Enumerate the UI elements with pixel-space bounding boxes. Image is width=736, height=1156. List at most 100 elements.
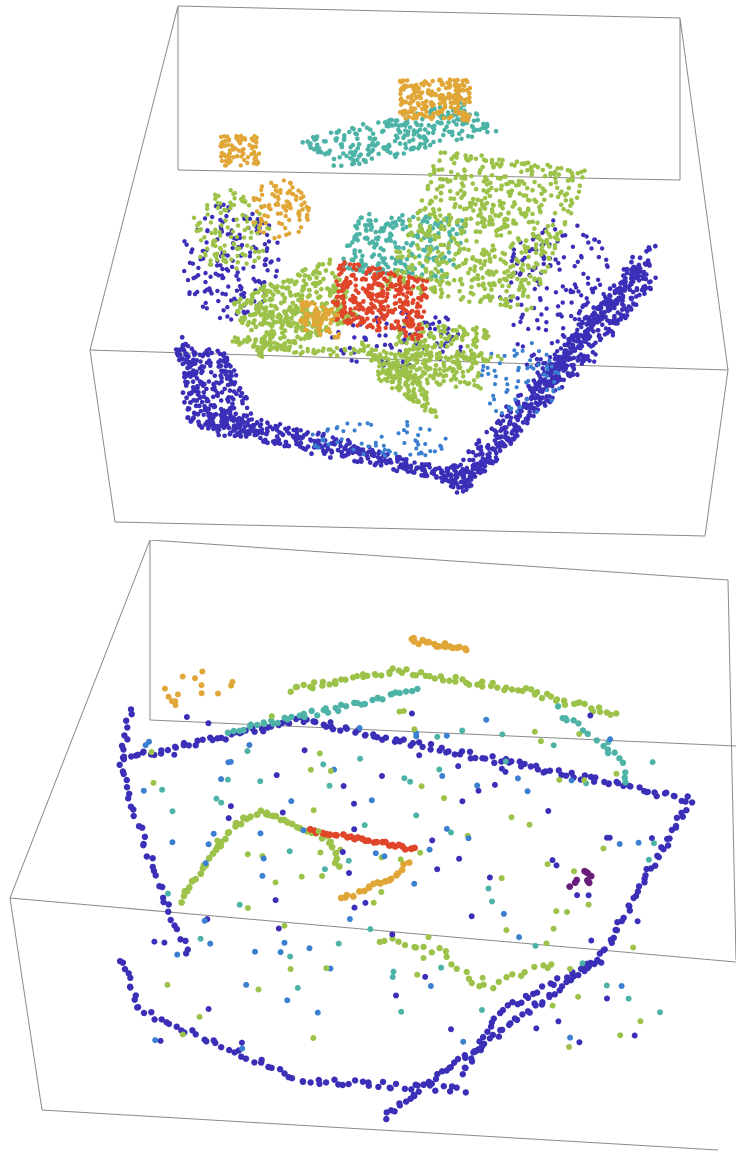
point: [329, 726, 337, 733]
point: [288, 293, 294, 298]
point: [458, 748, 466, 755]
point: [493, 128, 499, 134]
point: [221, 202, 226, 207]
point: [568, 374, 573, 379]
point: [368, 322, 373, 328]
point: [265, 440, 270, 446]
point: [351, 265, 356, 270]
point: [439, 223, 445, 228]
point: [582, 336, 587, 342]
point: [586, 240, 591, 245]
point: [573, 285, 579, 290]
point: [257, 229, 262, 234]
point: [398, 260, 404, 266]
point: [363, 159, 369, 165]
point: [231, 368, 237, 373]
point: [238, 163, 243, 168]
point: [426, 228, 432, 233]
point: [641, 879, 648, 886]
point: [373, 229, 379, 235]
point: [437, 282, 443, 288]
point: [311, 269, 317, 275]
point: [432, 467, 437, 472]
box-edge: [114, 521, 706, 537]
point: [515, 409, 520, 414]
point: [229, 257, 234, 262]
point: [498, 257, 503, 262]
point: [397, 297, 403, 303]
point: [347, 129, 352, 135]
point: [458, 344, 463, 350]
point: [611, 283, 617, 289]
point: [542, 173, 548, 179]
point: [304, 215, 309, 220]
point: [531, 234, 537, 239]
point: [158, 1016, 165, 1023]
point: [344, 243, 350, 249]
point: [410, 300, 415, 306]
point: [592, 237, 598, 242]
point: [439, 290, 445, 296]
point: [560, 233, 565, 238]
point: [537, 204, 542, 210]
point: [432, 367, 438, 373]
point: [534, 393, 540, 398]
point: [556, 357, 561, 363]
point: [350, 257, 356, 263]
point: [302, 273, 308, 278]
point: [413, 95, 419, 101]
point: [427, 172, 433, 178]
point: [201, 364, 207, 370]
point: [411, 132, 417, 137]
point: [535, 262, 540, 267]
point: [518, 405, 523, 410]
point: [453, 469, 459, 475]
point: [242, 136, 247, 141]
point: [373, 266, 379, 272]
point: [236, 277, 241, 282]
point: [432, 1075, 440, 1083]
point: [383, 325, 388, 331]
point: [389, 255, 395, 261]
point: [265, 214, 271, 219]
point: [524, 307, 530, 313]
point: [396, 431, 401, 436]
point: [569, 313, 574, 319]
point: [342, 300, 347, 305]
point: [378, 370, 384, 376]
point: [377, 271, 382, 276]
point: [456, 104, 461, 109]
point: [348, 150, 353, 155]
point: [390, 360, 395, 366]
point: [197, 379, 203, 384]
point: [347, 345, 353, 351]
point: [498, 296, 504, 302]
point: [404, 461, 409, 466]
point: [442, 226, 447, 232]
point: [225, 232, 230, 237]
point: [318, 286, 324, 292]
point: [253, 311, 258, 317]
point: [191, 397, 197, 403]
point: [544, 394, 550, 399]
point: [579, 169, 584, 175]
point: [316, 348, 321, 354]
point: [303, 322, 309, 327]
point: [597, 337, 603, 343]
point: [579, 324, 584, 330]
point: [512, 348, 517, 353]
point: [434, 278, 439, 283]
point: [576, 311, 582, 316]
point: [558, 166, 564, 171]
point: [641, 285, 647, 291]
point: [191, 415, 196, 420]
point: [481, 188, 486, 193]
point: [380, 450, 384, 455]
point: [172, 744, 179, 751]
point: [397, 141, 403, 146]
point: [196, 403, 202, 409]
point: [234, 217, 239, 222]
point: [516, 178, 522, 184]
point: [565, 178, 571, 183]
point: [218, 406, 224, 412]
